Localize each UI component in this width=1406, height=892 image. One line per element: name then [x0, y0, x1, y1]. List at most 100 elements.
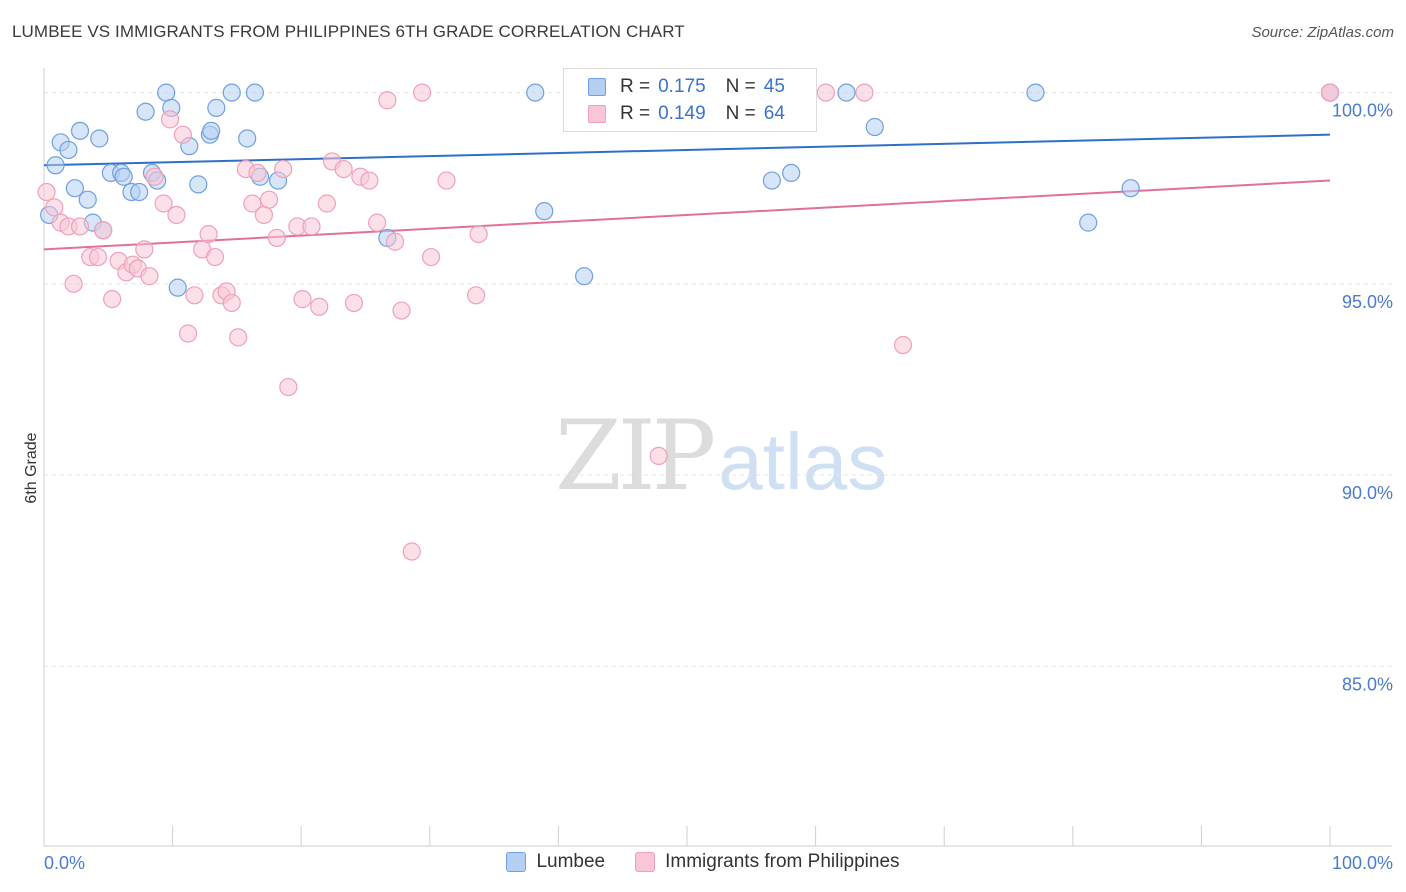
- point-philippines: [173, 125, 192, 144]
- point-lumbee: [130, 182, 149, 202]
- point-philippines: [145, 167, 164, 186]
- point-philippines: [274, 159, 293, 179]
- point-philippines: [466, 286, 486, 305]
- legend-label-philippines: Immigrants from Philippines: [665, 851, 900, 872]
- point-philippines: [855, 83, 874, 102]
- point-philippines: [334, 159, 353, 179]
- legend-r-label: R =: [620, 76, 651, 97]
- point-lumbee: [136, 102, 155, 121]
- point-lumbee: [157, 83, 176, 102]
- legend-row-philippines: R = 0.149 N = 64: [588, 103, 785, 125]
- point-philippines: [385, 232, 405, 251]
- point-philippines: [649, 446, 668, 466]
- point-philippines: [88, 247, 108, 267]
- watermark: ZIPatlas: [555, 400, 887, 512]
- point-philippines: [816, 83, 835, 102]
- legend-r-value-philippines: 0.149: [658, 103, 706, 124]
- point-philippines: [222, 293, 241, 313]
- legend-row-lumbee: R = 0.175 N = 45: [588, 76, 785, 98]
- chart-title: LUMBEE VS IMMIGRANTS FROM PHILIPPINES 6T…: [12, 22, 685, 41]
- x-tick-label: 0.0%: [44, 853, 85, 873]
- point-lumbee: [202, 121, 221, 140]
- watermark-zip: ZIP: [555, 400, 716, 512]
- point-lumbee: [782, 163, 801, 183]
- point-philippines: [94, 221, 113, 240]
- point-philippines: [135, 240, 154, 259]
- tick-labels: 100.0% 95.0% 90.0% 85.0% 0.0% 100.0%: [44, 101, 1393, 873]
- point-philippines: [344, 293, 364, 313]
- series-legend: Lumbee Immigrants from Philippines: [0, 851, 1406, 873]
- axes: [43, 68, 1392, 847]
- point-philippines: [229, 328, 248, 347]
- point-lumbee: [70, 121, 90, 140]
- point-philippines: [45, 198, 64, 217]
- point-philippines: [317, 194, 337, 213]
- point-philippines: [469, 224, 488, 244]
- point-philippines: [103, 290, 122, 309]
- point-lumbee: [865, 117, 884, 137]
- point-philippines: [199, 224, 218, 244]
- point-philippines: [64, 274, 83, 293]
- legend-swatch-philippines: [588, 105, 606, 123]
- point-philippines: [402, 542, 421, 561]
- point-philippines: [205, 247, 225, 267]
- legend-item-lumbee[interactable]: Lumbee: [506, 851, 605, 873]
- source-label: Source: ZipAtlas.com: [1251, 24, 1394, 41]
- point-philippines: [302, 217, 321, 236]
- y-tick-label: 100.0%: [1332, 101, 1393, 121]
- data-points: [37, 83, 1340, 561]
- point-lumbee: [65, 179, 84, 198]
- point-philippines: [167, 205, 186, 225]
- point-lumbee: [59, 140, 78, 160]
- legend-n-value-philippines: 64: [763, 103, 785, 124]
- point-philippines: [893, 335, 913, 355]
- point-philippines: [1320, 83, 1340, 102]
- point-lumbee: [189, 175, 208, 194]
- y-axis-title: 6th Grade: [23, 432, 40, 503]
- legend-n-label: N =: [725, 76, 756, 97]
- trend-line-lumbee: [43, 133, 1331, 167]
- point-philippines: [140, 267, 159, 286]
- point-philippines: [360, 171, 379, 190]
- point-philippines: [367, 213, 387, 232]
- legend-n-value-lumbee: 45: [763, 76, 785, 97]
- point-lumbee: [762, 171, 781, 190]
- point-philippines: [259, 190, 279, 209]
- point-philippines: [293, 290, 312, 309]
- legend-item-philippines[interactable]: Immigrants from Philippines: [635, 851, 900, 873]
- point-lumbee: [114, 167, 133, 186]
- point-lumbee: [245, 83, 265, 102]
- point-philippines: [392, 301, 411, 320]
- y-tick-label: 85.0%: [1342, 674, 1393, 694]
- point-philippines: [421, 247, 441, 267]
- point-philippines: [254, 205, 274, 225]
- point-lumbee: [222, 83, 241, 102]
- point-lumbee: [1121, 179, 1140, 198]
- legend-n-label: N =: [725, 103, 756, 124]
- stats-legend: R = 0.175 N = 45 R = 0.149 N = 64: [563, 68, 817, 132]
- watermark-atlas: atlas: [718, 417, 888, 506]
- legend-swatch-philippines: [635, 852, 656, 872]
- legend-r-label: R =: [620, 103, 651, 124]
- point-philippines: [310, 297, 329, 316]
- point-lumbee: [535, 202, 554, 221]
- legend-r-value-lumbee: 0.175: [658, 76, 706, 97]
- point-lumbee: [46, 156, 65, 175]
- point-philippines: [378, 91, 397, 110]
- legend-swatch-lumbee: [506, 852, 527, 872]
- point-lumbee: [575, 267, 594, 286]
- point-philippines: [70, 217, 90, 236]
- point-philippines: [185, 286, 204, 305]
- point-philippines: [267, 228, 286, 248]
- point-lumbee: [837, 83, 856, 102]
- point-lumbee: [1079, 213, 1098, 232]
- grid-lines: [44, 92, 1392, 667]
- point-lumbee: [168, 278, 187, 297]
- point-philippines: [154, 194, 173, 213]
- point-philippines: [248, 163, 267, 183]
- point-lumbee: [1026, 83, 1045, 102]
- point-philippines: [37, 182, 56, 202]
- trend-line-philippines: [43, 179, 1331, 251]
- point-philippines: [178, 324, 198, 343]
- point-lumbee: [238, 129, 257, 148]
